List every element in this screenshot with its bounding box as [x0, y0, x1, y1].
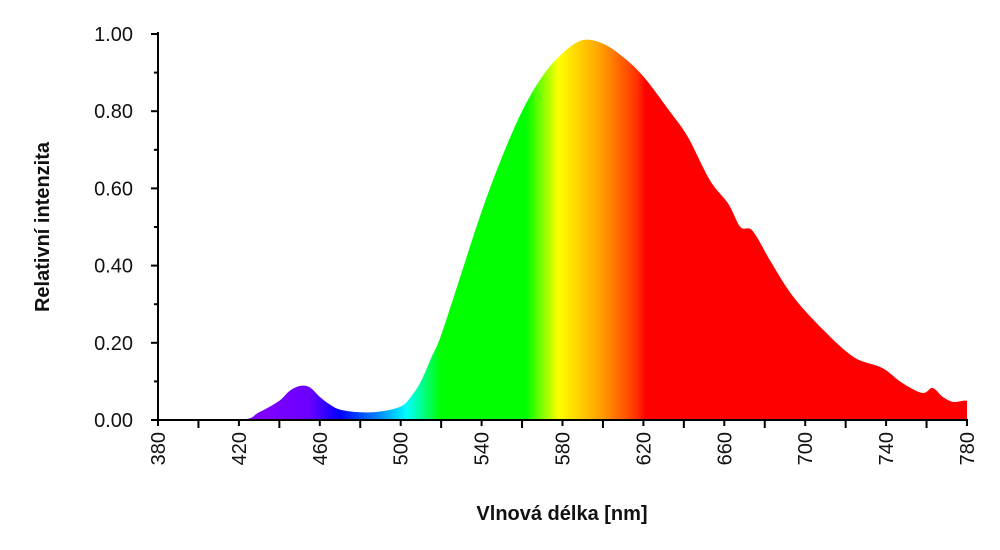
- x-axis-label: Vlnová délka [nm]: [476, 503, 647, 525]
- x-tick-label: 740: [876, 432, 898, 465]
- axes: 380 420 460 500 540 580 620 660 700 740 780 0.00 0.2…: [94, 24, 979, 465]
- x-tick-label: 700: [795, 432, 817, 465]
- x-tick-label: 460: [310, 432, 332, 465]
- x-tick-label: 620: [633, 432, 655, 465]
- y-tick-label: 0.40: [94, 256, 133, 278]
- x-tick-label: 540: [472, 432, 494, 465]
- y-tick-label: 0.80: [94, 101, 133, 123]
- y-axis-label: Relativní intenzita: [32, 141, 54, 312]
- x-tick-label: 500: [391, 432, 413, 465]
- spectrum-area: [158, 39, 967, 420]
- x-tick-label: 380: [148, 432, 170, 465]
- y-tick-label: 0.00: [94, 410, 133, 432]
- y-tick-label: 1.00: [94, 24, 133, 46]
- x-tick-label: 660: [714, 432, 736, 465]
- x-tick-label: 420: [229, 432, 251, 465]
- x-tick-label: 780: [957, 432, 979, 465]
- y-tick-label: 0.20: [94, 333, 133, 355]
- x-tick-label: 580: [553, 432, 575, 465]
- y-tick-label: 0.60: [94, 178, 133, 200]
